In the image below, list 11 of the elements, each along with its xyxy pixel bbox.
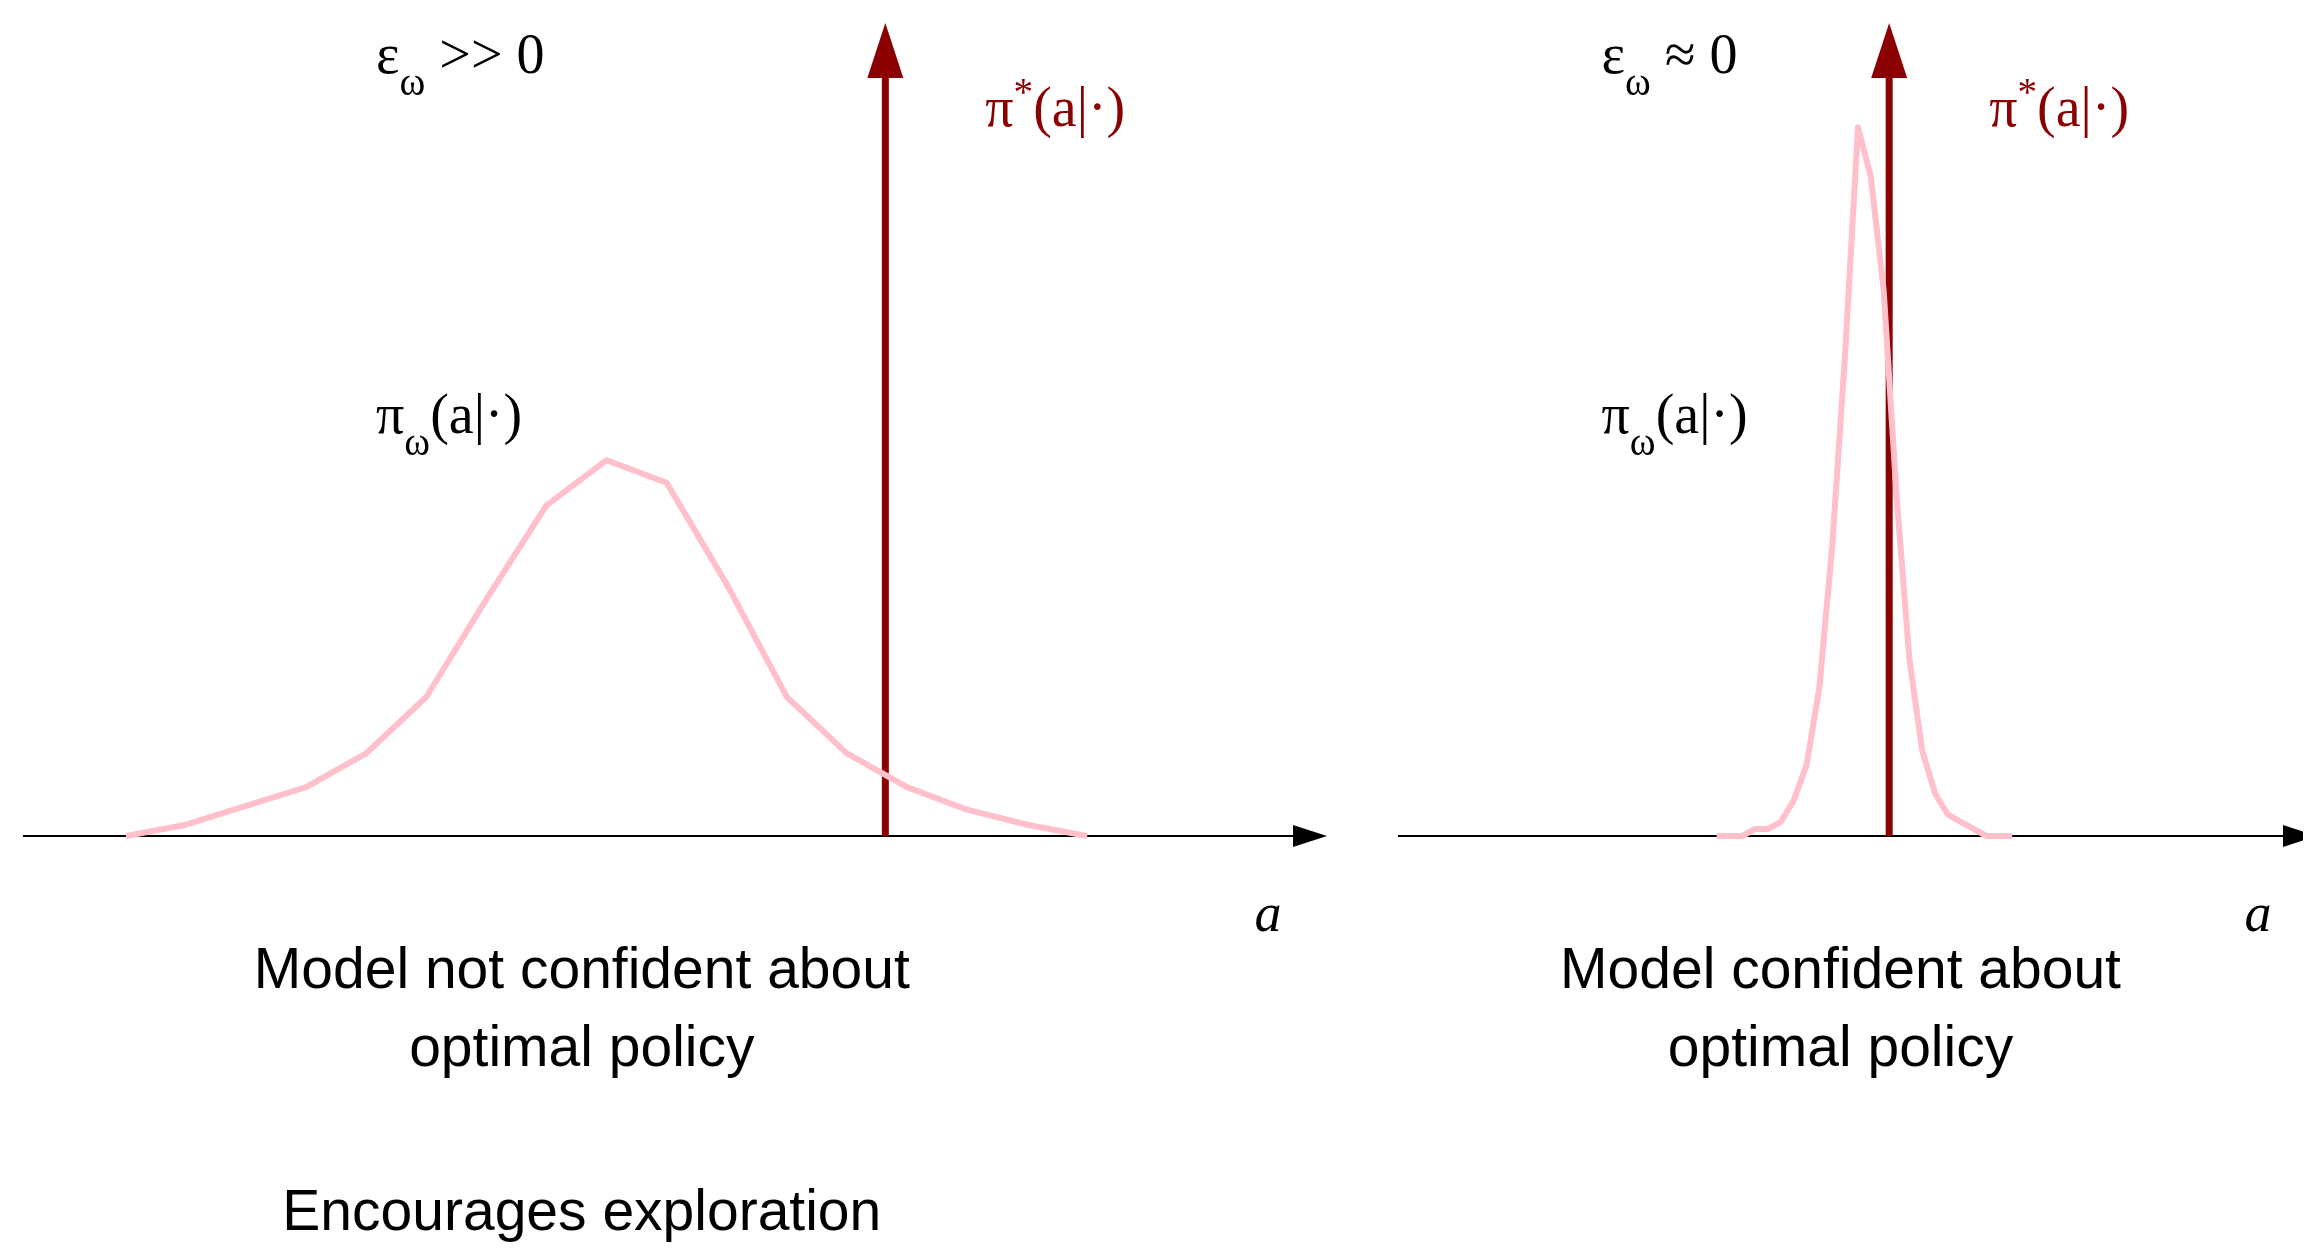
- annotation: π$^{*}$(a|·): [1989, 69, 2130, 139]
- chart-title: ε$_{ω}$ >> 0: [376, 23, 545, 103]
- text: π$^{*}$(a|·): [985, 69, 1126, 139]
- x-axis-title: a: [2244, 883, 2272, 943]
- text: Encourages exploration: [282, 1178, 882, 1242]
- text: Model not confident about optimal policy: [253, 936, 910, 1078]
- x-axis-title: a: [1254, 883, 1282, 943]
- series-label: π$_{ω}$(a|·): [376, 383, 523, 463]
- chart-title: ε$_{ω}$ ≈ 0: [1601, 23, 1738, 103]
- text: Model confident about optimal policy: [1560, 936, 2122, 1078]
- series-label: π$_{ω}$(a|·): [1601, 383, 1748, 463]
